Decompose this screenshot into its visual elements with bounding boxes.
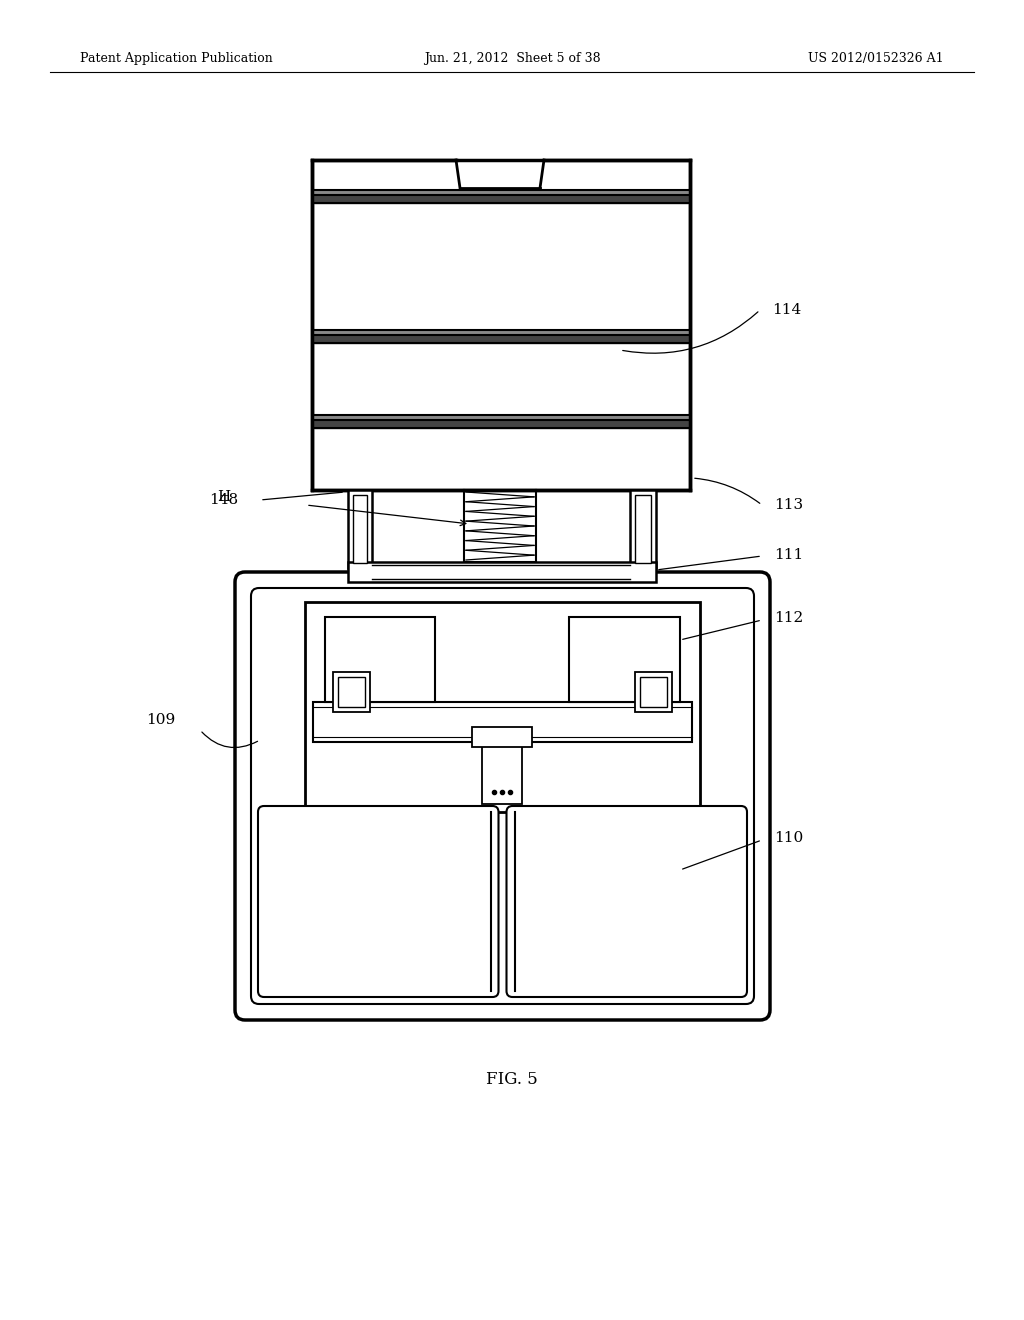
Bar xyxy=(635,495,651,564)
Bar xyxy=(353,495,367,564)
Text: US 2012/0152326 A1: US 2012/0152326 A1 xyxy=(808,51,944,65)
Text: 111: 111 xyxy=(774,548,803,562)
Text: 148: 148 xyxy=(209,492,238,507)
Text: 114: 114 xyxy=(772,304,801,317)
Bar xyxy=(325,616,435,702)
Bar xyxy=(338,677,365,708)
Bar xyxy=(305,602,700,812)
Bar xyxy=(635,672,672,711)
Text: FIG. 5: FIG. 5 xyxy=(486,1072,538,1089)
Bar xyxy=(312,160,690,490)
Bar xyxy=(348,490,372,568)
FancyBboxPatch shape xyxy=(507,807,746,997)
Text: 112: 112 xyxy=(774,611,803,624)
Bar xyxy=(569,616,680,702)
Bar xyxy=(333,672,370,711)
Bar xyxy=(472,727,532,747)
Bar xyxy=(482,742,522,804)
Text: Jun. 21, 2012  Sheet 5 of 38: Jun. 21, 2012 Sheet 5 of 38 xyxy=(424,51,600,65)
FancyBboxPatch shape xyxy=(234,572,770,1020)
FancyBboxPatch shape xyxy=(251,587,754,1005)
Text: 110: 110 xyxy=(774,832,803,845)
Text: H: H xyxy=(217,490,230,504)
Bar xyxy=(640,677,667,708)
Bar xyxy=(348,562,656,582)
FancyBboxPatch shape xyxy=(258,807,499,997)
Bar xyxy=(630,490,656,568)
Text: Patent Application Publication: Patent Application Publication xyxy=(80,51,272,65)
Bar xyxy=(313,702,692,742)
Text: 109: 109 xyxy=(145,713,175,727)
Text: 113: 113 xyxy=(774,498,803,512)
